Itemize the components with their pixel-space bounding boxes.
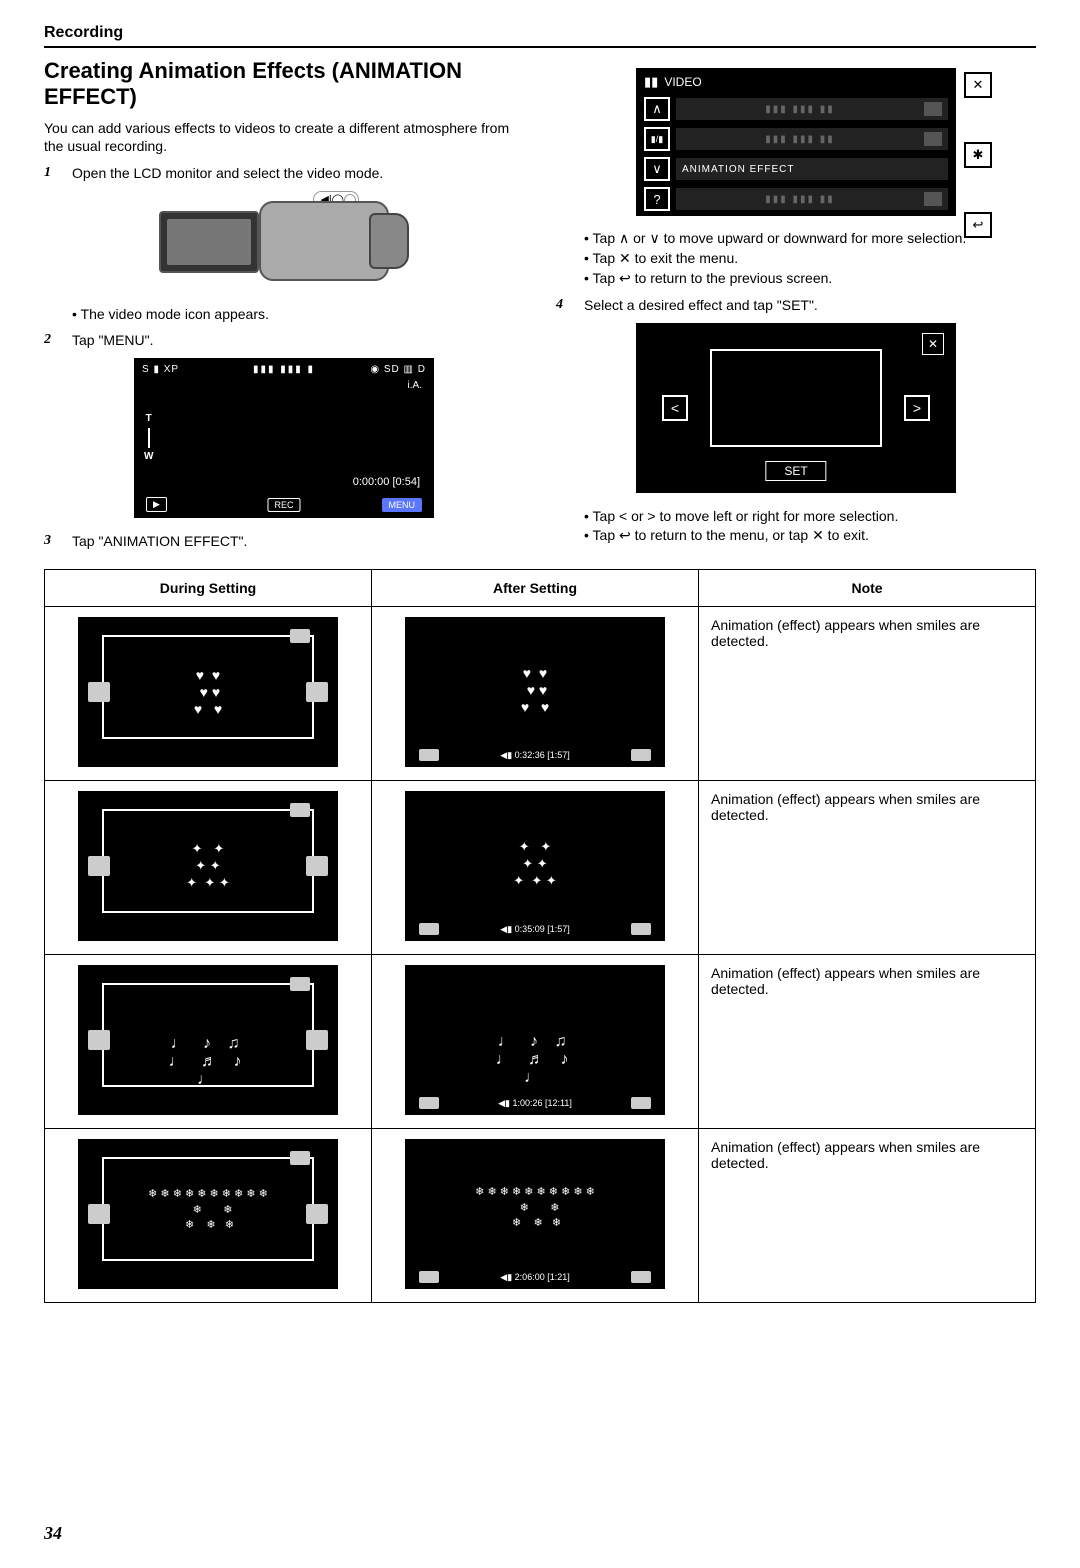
vmenu-bullets: Tap ∧ or ∨ to move upward or downward fo… <box>584 230 1036 287</box>
section-header: Recording <box>44 24 1036 48</box>
menu-item[interactable]: ▮▮▮ ▮▮▮ ▮▮ <box>682 194 918 205</box>
bullet: Tap ↩ to return to the menu, or tap ✕ to… <box>584 527 1036 544</box>
step-number: 1 <box>44 165 62 181</box>
step-text: Tap "MENU". <box>72 332 524 348</box>
step-text: Open the LCD monitor and select the vide… <box>72 165 524 181</box>
select-effect-screenshot: ✕ < > SET <box>636 323 956 493</box>
nav-left-button[interactable]: < <box>662 395 688 421</box>
th-after: After Setting <box>372 570 699 607</box>
close-icon[interactable]: ✕ <box>922 333 944 355</box>
during-thumb <box>78 617 338 767</box>
after-thumb: ◀▮ 0:32:36 [1:57] <box>405 617 665 767</box>
lcd-topleft: S ▮ XP <box>142 364 179 375</box>
play-icon: ▶ <box>146 497 167 512</box>
table-row: ◀▮ 0:32:36 [1:57] Animation (effect) app… <box>45 607 1036 781</box>
table-row: ◀▮ 2:06:00 [1:21] Animation (effect) app… <box>45 1129 1036 1303</box>
nav-right-button[interactable]: > <box>904 395 930 421</box>
th-during: During Setting <box>45 570 372 607</box>
bullet: Tap < or > to move left or right for mor… <box>584 508 1036 524</box>
note-cell: Animation (effect) appears when smiles a… <box>699 781 1036 955</box>
step-text: Select a desired effect and tap "SET". <box>584 297 1036 313</box>
video-title: VIDEO <box>664 75 701 89</box>
pause-button[interactable]: ▮/▮ <box>644 127 670 151</box>
after-thumb: ◀▮ 1:00:26 [12:11] <box>405 965 665 1115</box>
bullet: Tap ✕ to exit the menu. <box>584 250 1036 267</box>
lcd-topright: ◉ SD ▥ D <box>370 364 426 375</box>
video-menu-screenshot: ▮▮ VIDEO ∧ ▮▮▮ ▮▮▮ ▮▮ ▮/▮ ▮▮▮ ▮▮▮ ▮▮ ∨ A… <box>636 68 956 216</box>
page-title: Creating Animation Effects (ANIMATION EF… <box>44 58 524 111</box>
page-number: 34 <box>44 1523 1036 1544</box>
rec-chip: REC <box>267 498 300 512</box>
lcd-menu-screenshot: S ▮ XP ▮▮▮ ▮▮▮ ▮ ◉ SD ▥ D i.A. T W 0:00:… <box>134 358 434 518</box>
th-note: Note <box>699 570 1036 607</box>
zoom-t: T <box>144 412 153 426</box>
zoom-w: W <box>144 450 153 464</box>
lcd-ia: i.A. <box>408 380 422 391</box>
during-thumb <box>78 791 338 941</box>
animation-effect-item[interactable]: ANIMATION EFFECT <box>682 164 794 175</box>
bullet: The video mode icon appears. <box>72 306 524 322</box>
preview-frame <box>710 349 882 447</box>
table-row: ◀▮ 1:00:26 [12:11] Animation (effect) ap… <box>45 955 1036 1129</box>
step-3: 3 Tap "ANIMATION EFFECT". <box>44 533 524 549</box>
menu-item[interactable]: ▮▮▮ ▮▮▮ ▮▮ <box>682 134 918 145</box>
intro-text: You can add various effects to videos to… <box>44 119 524 155</box>
table-row: ◀▮ 0:35:09 [1:57] Animation (effect) app… <box>45 781 1036 955</box>
video-icon: ▮▮ <box>644 74 658 90</box>
up-button[interactable]: ∧ <box>644 97 670 121</box>
during-thumb <box>78 1139 338 1289</box>
select-bullets: Tap < or > to move left or right for mor… <box>584 508 1036 544</box>
step-number: 2 <box>44 332 62 348</box>
step-number: 3 <box>44 533 62 549</box>
lcd-topcenter: ▮▮▮ ▮▮▮ ▮ <box>253 364 315 375</box>
down-button[interactable]: ∨ <box>644 157 670 181</box>
back-button[interactable]: ↩ <box>964 212 992 238</box>
effects-table: During Setting After Setting Note ◀▮ 0:3… <box>44 569 1036 1303</box>
note-cell: Animation (effect) appears when smiles a… <box>699 1129 1036 1303</box>
during-thumb <box>78 965 338 1115</box>
lcd-time: 0:00:00 [0:54] <box>353 476 420 488</box>
set-button[interactable]: SET <box>765 461 826 481</box>
close-button[interactable]: ✕ <box>964 72 992 98</box>
after-thumb: ◀▮ 2:06:00 [1:21] <box>405 1139 665 1289</box>
step-2: 2 Tap "MENU". <box>44 332 524 348</box>
note-cell: Animation (effect) appears when smiles a… <box>699 607 1036 781</box>
step-1: 1 Open the LCD monitor and select the vi… <box>44 165 524 181</box>
step-number: 4 <box>556 297 574 313</box>
gear-icon[interactable]: ✱ <box>964 142 992 168</box>
bullet: Tap ↩ to return to the previous screen. <box>584 270 1036 287</box>
step-text: Tap "ANIMATION EFFECT". <box>72 533 524 549</box>
step1-bullets: The video mode icon appears. <box>72 306 524 322</box>
after-thumb: ◀▮ 0:35:09 [1:57] <box>405 791 665 941</box>
step-4: 4 Select a desired effect and tap "SET". <box>556 297 1036 313</box>
camcorder-illustration: ◀|◯ <box>159 191 409 291</box>
note-cell: Animation (effect) appears when smiles a… <box>699 955 1036 1129</box>
help-button[interactable]: ? <box>644 187 670 211</box>
menu-button[interactable]: MENU <box>382 498 423 512</box>
lcd-zoom: T W <box>144 412 153 464</box>
menu-item[interactable]: ▮▮▮ ▮▮▮ ▮▮ <box>682 104 918 115</box>
